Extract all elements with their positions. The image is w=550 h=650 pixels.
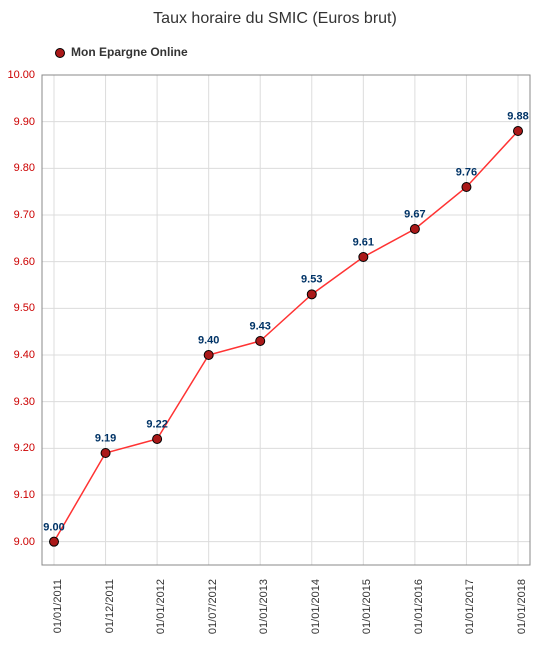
data-point-label: 9.61 xyxy=(353,237,374,249)
y-tick-label: 9.50 xyxy=(0,302,35,314)
x-tick-label: 01/01/2014 xyxy=(310,579,322,634)
x-tick-label: 01/01/2013 xyxy=(258,579,270,634)
y-tick-label: 9.00 xyxy=(0,536,35,548)
chart-svg xyxy=(0,0,550,650)
y-tick-label: 10.00 xyxy=(0,69,35,81)
data-point-label: 9.00 xyxy=(43,521,64,533)
data-point-label: 9.22 xyxy=(146,419,167,431)
y-tick-label: 9.40 xyxy=(0,349,35,361)
y-tick-label: 9.90 xyxy=(0,116,35,128)
data-point-label: 9.76 xyxy=(456,167,477,179)
data-point-label: 9.19 xyxy=(95,433,116,445)
data-point-label: 9.43 xyxy=(250,321,271,333)
y-tick-label: 9.10 xyxy=(0,489,35,501)
x-tick-label: 01/07/2012 xyxy=(207,579,219,634)
x-tick-label: 01/01/2016 xyxy=(413,579,425,634)
chart-container: Taux horaire du SMIC (Euros brut) Mon Ep… xyxy=(0,0,550,650)
y-tick-label: 9.60 xyxy=(0,256,35,268)
y-tick-label: 9.20 xyxy=(0,442,35,454)
y-tick-label: 9.80 xyxy=(0,162,35,174)
data-point-label: 9.53 xyxy=(301,274,322,286)
data-point-label: 9.88 xyxy=(507,111,528,123)
y-tick-label: 9.70 xyxy=(0,209,35,221)
y-tick-label: 9.30 xyxy=(0,396,35,408)
data-point-label: 9.67 xyxy=(404,209,425,221)
data-point-label: 9.40 xyxy=(198,335,219,347)
x-tick-label: 01/01/2012 xyxy=(155,579,167,634)
x-tick-label: 01/12/2011 xyxy=(104,579,116,633)
x-tick-label: 01/01/2011 xyxy=(52,579,64,633)
x-tick-label: 01/01/2017 xyxy=(464,579,476,634)
x-tick-label: 01/01/2015 xyxy=(361,579,373,634)
x-tick-label: 01/01/2018 xyxy=(516,579,528,634)
